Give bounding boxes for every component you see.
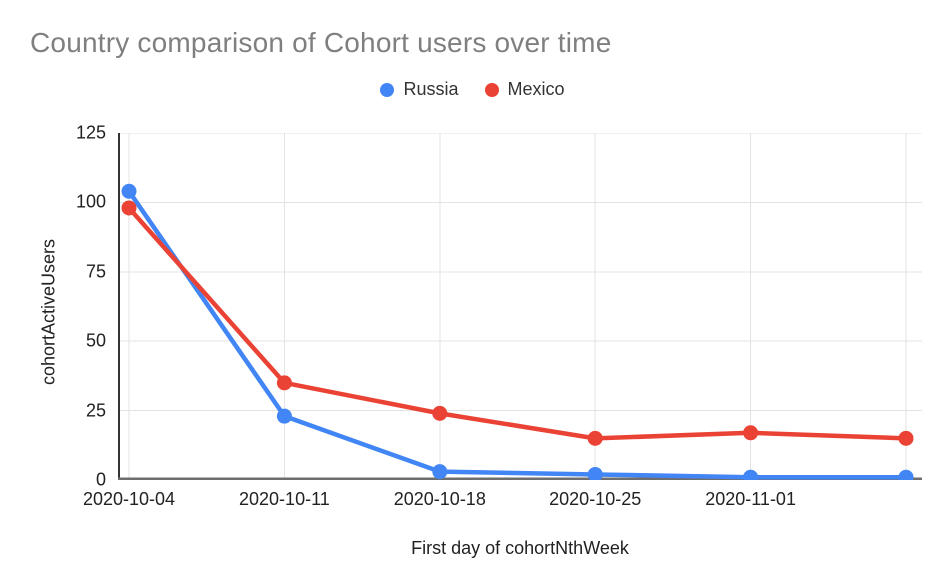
legend-label-mexico: Mexico xyxy=(507,79,565,99)
y-tick-label: 75 xyxy=(85,261,106,282)
x-tick-label: 2020-10-25 xyxy=(549,489,642,509)
legend-item-mexico[interactable]: Mexico xyxy=(484,79,565,100)
legend: Russia Mexico xyxy=(0,79,945,100)
legend-item-russia[interactable]: Russia xyxy=(380,79,459,100)
x-tick-label: 2020-10-18 xyxy=(393,489,486,509)
legend-label-russia: Russia xyxy=(403,79,459,99)
legend-marker-mexico-icon xyxy=(484,82,499,97)
y-tick-label: 0 xyxy=(95,469,106,490)
y-tick-label: 125 xyxy=(75,122,106,143)
x-tick-label: 2020-10-04 xyxy=(82,489,176,509)
chart-title: Country comparison of Cohort users over … xyxy=(30,27,612,58)
plot-area[interactable] xyxy=(118,133,922,480)
x-tick-label: 2020-11-01 xyxy=(705,489,796,509)
line-chart xyxy=(118,133,922,480)
x-axis-title: First day of cohortNthWeek xyxy=(411,538,629,558)
y-tick-label: 25 xyxy=(85,400,106,421)
x-tick-label: 2020-10-11 xyxy=(239,489,330,509)
y-tick-label: 100 xyxy=(75,191,106,212)
y-tick-label: 50 xyxy=(85,330,106,351)
legend-marker-russia-icon xyxy=(380,82,395,97)
